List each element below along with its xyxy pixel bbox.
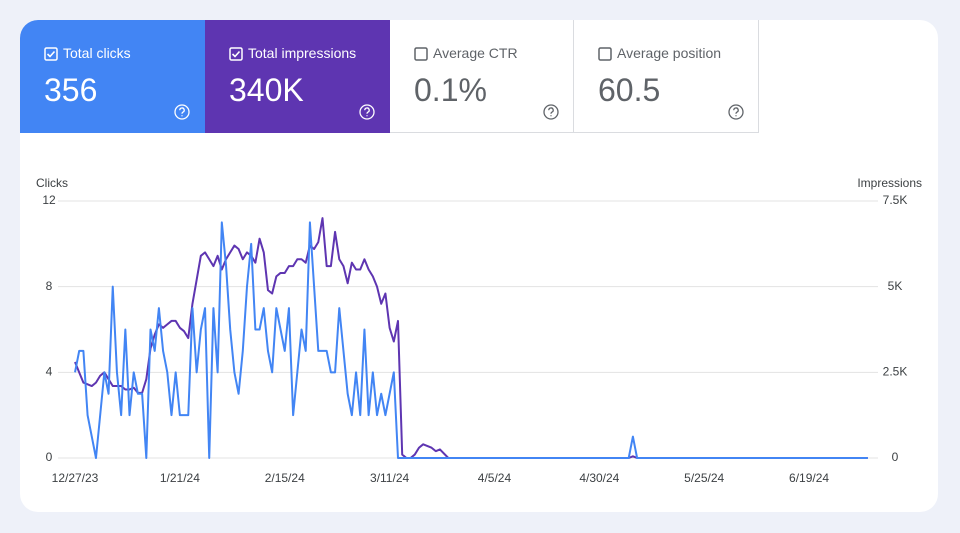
checkbox-box (229, 47, 243, 61)
help-circle (543, 104, 559, 120)
checkmark (46, 50, 56, 58)
metric-card[interactable]: Average CTR 0.1% (390, 20, 574, 133)
checkbox-box (44, 47, 58, 61)
help-mark (733, 107, 739, 117)
metric-value: 356 (44, 72, 98, 108)
y2-tick-label: 2.5K (883, 365, 908, 379)
chart: Clicks Impressions 0 4 8 12 0 2.5K 5K 7.5K 12/27… (36, 176, 922, 485)
performance-panel: Total clicks 356 Total impressions 340K Aver… (20, 20, 938, 512)
metric-card[interactable]: Total clicks 356 (20, 20, 205, 133)
metric-value: 60.5 (598, 72, 661, 108)
y2-axis-title: Impressions (857, 176, 922, 190)
help-circle (174, 104, 190, 120)
x-tick-label: 1/21/24 (160, 471, 200, 485)
x-tick-label: 6/19/24 (789, 471, 829, 485)
checkbox (44, 47, 58, 61)
x-tick-label: 2/15/24 (265, 471, 305, 485)
y-axis-title: Clicks (36, 176, 68, 190)
metric-label: Total impressions (248, 45, 357, 61)
checkbox-box (598, 47, 612, 61)
help-mark (548, 107, 554, 117)
x-tick-label: 12/27/23 (52, 471, 99, 485)
metric-label: Average CTR (433, 45, 518, 61)
help-icon (728, 104, 744, 120)
y-tick-label: 4 (46, 365, 53, 379)
x-tick-label: 5/25/24 (684, 471, 724, 485)
metric-label: Total clicks (63, 45, 131, 61)
metric-label: Average position (617, 45, 722, 61)
help-circle (728, 104, 744, 120)
x-tick-label: 3/11/24 (370, 471, 409, 485)
x-tick-label: 4/30/24 (579, 471, 619, 485)
checkbox (414, 47, 428, 61)
y-tick-label: 8 (46, 279, 53, 293)
series-line (74, 221, 868, 459)
help-icon (543, 104, 559, 120)
checkbox-box (414, 47, 428, 61)
metric-card[interactable]: Total impressions 340K (205, 20, 390, 133)
metric-value: 0.1% (414, 72, 487, 108)
checkmark (231, 50, 241, 58)
x-tick-label: 4/5/24 (478, 471, 512, 485)
metric-value: 340K (229, 72, 304, 108)
help-icon (174, 104, 190, 120)
help-icon (359, 104, 375, 120)
help-circle (359, 104, 375, 120)
metric-card[interactable]: Average position 60.5 (574, 20, 759, 133)
help-mark (364, 107, 370, 117)
checkbox (598, 47, 612, 61)
help-mark (179, 107, 185, 117)
checkbox (229, 47, 243, 61)
y-tick-label: 12 (42, 193, 56, 207)
y2-tick-label: 7.5K (883, 193, 908, 207)
y-tick-label: 0 (46, 450, 53, 464)
y2-tick-label: 5K (888, 279, 903, 293)
y2-tick-label: 0 (892, 450, 899, 464)
